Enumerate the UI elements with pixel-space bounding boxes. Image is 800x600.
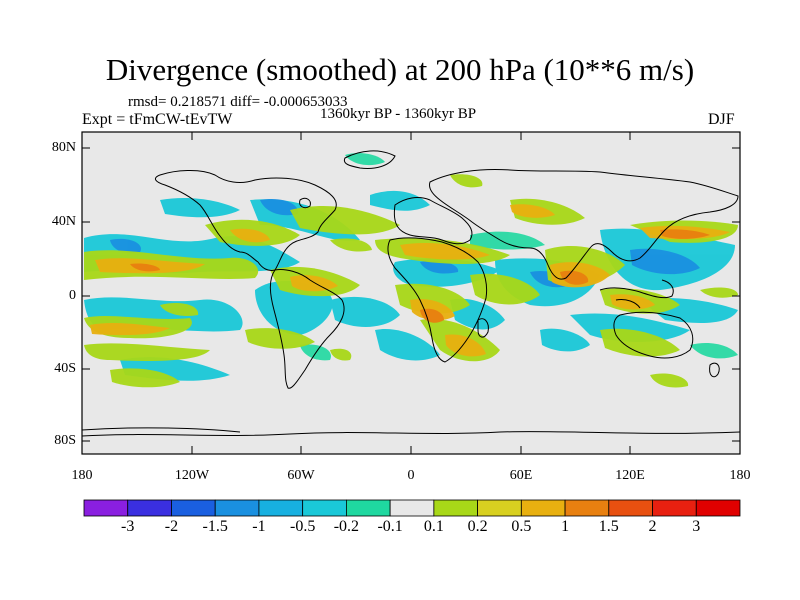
lat-label-80n: 80N [51,140,76,155]
colorbar-box [127,499,172,517]
colorbar-label: 0.2 [467,518,488,535]
colorbar-label: -2 [164,518,179,535]
lon-label-180e: 180 [729,468,751,483]
colorbar-label: 1 [561,518,570,535]
colorbar-box [302,499,347,517]
colorbar-box [171,499,216,517]
lon-label-120w: 120W [174,468,210,483]
map-title: Divergence (smoothed) at 200 hPa (10**6 … [105,52,695,87]
colorbar-label: -0.2 [333,518,360,535]
colorbar-box [214,499,260,517]
stats-line: rmsd= 0.218571 diff= -0.000653033 [128,94,348,110]
colorbar-label: 0.1 [423,518,444,535]
period-label: 1360kyr BP - 1360kyr BP [320,106,477,122]
colorbar-label: 0.5 [511,518,532,535]
colorbar-box [477,499,522,517]
colorbar-box [608,499,653,517]
lon-label-180w: 180 [71,468,93,483]
season-label: DJF [708,111,735,128]
colorbar-box [389,499,435,517]
colorbar-label: -1.5 [202,518,228,535]
colorbar-label: 1.5 [598,518,619,535]
colorbar-label: -0.1 [377,518,403,535]
colorbar-box [695,499,741,517]
lon-label-60w: 60W [287,468,315,483]
colorbar-box [345,499,391,517]
colorbar-box [652,499,697,517]
lat-label-40n: 40N [51,214,76,229]
colorbar-label: -3 [121,518,135,535]
lon-ticks [191,132,631,454]
lat-label-0: 0 [69,288,76,303]
divergence-fields [82,150,740,437]
colorbar-label: -1 [252,518,266,535]
colorbar-box [433,499,479,517]
lat-ticks [82,147,740,442]
colorbar-label: 3 [692,518,701,535]
lon-label-0: 0 [407,468,415,483]
colorbar-label: -0.5 [289,518,316,535]
colorbar-box [258,499,304,517]
colorbar [83,499,741,517]
lon-label-120e: 120E [615,468,645,483]
lon-label-60e: 60E [509,468,533,483]
colorbar-label: 2 [648,518,657,535]
colorbar-box [564,499,610,517]
lat-label-80s: 80S [54,433,76,448]
coastlines [82,150,740,437]
colorbar-box [83,499,129,517]
lat-label-40s: 40S [54,361,76,376]
colorbar-box [520,499,566,517]
experiment-label: Expt = tFmCW-tEvTW [82,111,233,128]
